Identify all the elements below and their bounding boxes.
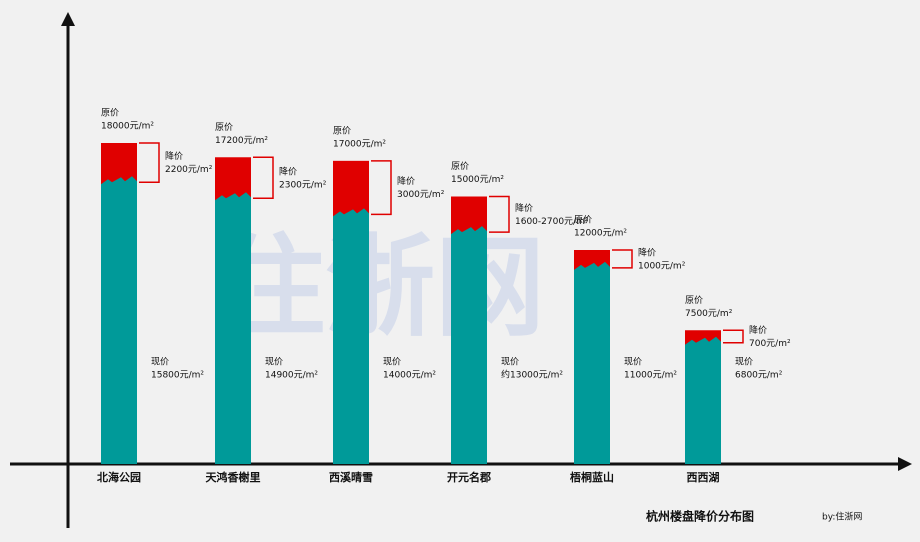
drop-bracket	[371, 160, 392, 216]
source: by:住浙网	[822, 511, 862, 523]
original-label: 18000元/m²	[101, 122, 154, 132]
current-label: 14000元/m²	[383, 371, 436, 381]
drop-bracket	[489, 195, 510, 233]
drop-label: 2300元/m²	[279, 180, 327, 190]
original-name: 原价	[685, 295, 703, 306]
original-label: 17000元/m²	[333, 139, 386, 149]
x-tick-label: 天鸿香榭里	[206, 470, 261, 484]
current-name: 现价	[265, 357, 283, 368]
current-bar	[685, 336, 721, 464]
original-name: 原价	[333, 125, 351, 136]
drop-bracket	[723, 329, 744, 344]
current-label: 约13000元/m²	[501, 369, 563, 381]
original-label: 12000元/m²	[574, 229, 627, 239]
drop-name: 降价	[279, 165, 297, 177]
current-name: 现价	[151, 357, 169, 368]
drop-label: 700元/m²	[749, 339, 791, 349]
drop-label: 1600-2700元/m²	[515, 217, 589, 227]
x-axis-arrow	[898, 457, 912, 471]
x-tick-label: 西西湖	[687, 470, 720, 484]
current-name: 现价	[624, 357, 642, 368]
drop-bracket	[139, 142, 160, 183]
current-bar	[451, 226, 487, 464]
drop-name: 降价	[515, 202, 533, 214]
drop-bracket	[253, 156, 274, 200]
current-label: 6800元/m²	[735, 371, 783, 381]
original-name: 原价	[101, 108, 119, 119]
current-label: 11000元/m²	[624, 371, 677, 381]
watermark: 住浙网	[215, 223, 545, 351]
current-label: 15800元/m²	[151, 371, 204, 381]
drop-bracket	[612, 249, 633, 269]
drop-name: 降价	[165, 150, 183, 162]
current-name: 现价	[501, 357, 519, 368]
original-name: 原价	[215, 122, 233, 133]
original-label: 7500元/m²	[685, 309, 733, 319]
chart-title: 杭州楼盘降价分布图	[646, 509, 754, 524]
x-tick-label: 西溪晴雪	[329, 470, 373, 484]
current-bar	[215, 192, 251, 465]
current-bar	[101, 176, 137, 464]
drop-label: 3000元/m²	[397, 190, 445, 200]
y-axis-arrow	[61, 12, 75, 26]
original-label: 15000元/m²	[451, 175, 504, 185]
drop-name: 降价	[749, 324, 767, 336]
current-bar	[574, 261, 610, 464]
current-name: 现价	[735, 357, 753, 368]
original-name: 原价	[574, 215, 592, 226]
drop-label: 1000元/m²	[638, 261, 686, 271]
original-name: 原价	[451, 161, 469, 172]
x-tick-label: 梧桐蓝山	[570, 470, 614, 484]
current-bar	[333, 208, 369, 464]
drop-name: 降价	[638, 246, 656, 258]
drop-label: 2200元/m²	[165, 165, 213, 175]
drop-name: 降价	[397, 175, 415, 187]
original-label: 17200元/m²	[215, 136, 268, 146]
current-name: 现价	[383, 357, 401, 368]
x-tick-label: 北海公园	[97, 470, 141, 484]
x-tick-label: 开元名郡	[447, 470, 491, 484]
current-label: 14900元/m²	[265, 371, 318, 381]
